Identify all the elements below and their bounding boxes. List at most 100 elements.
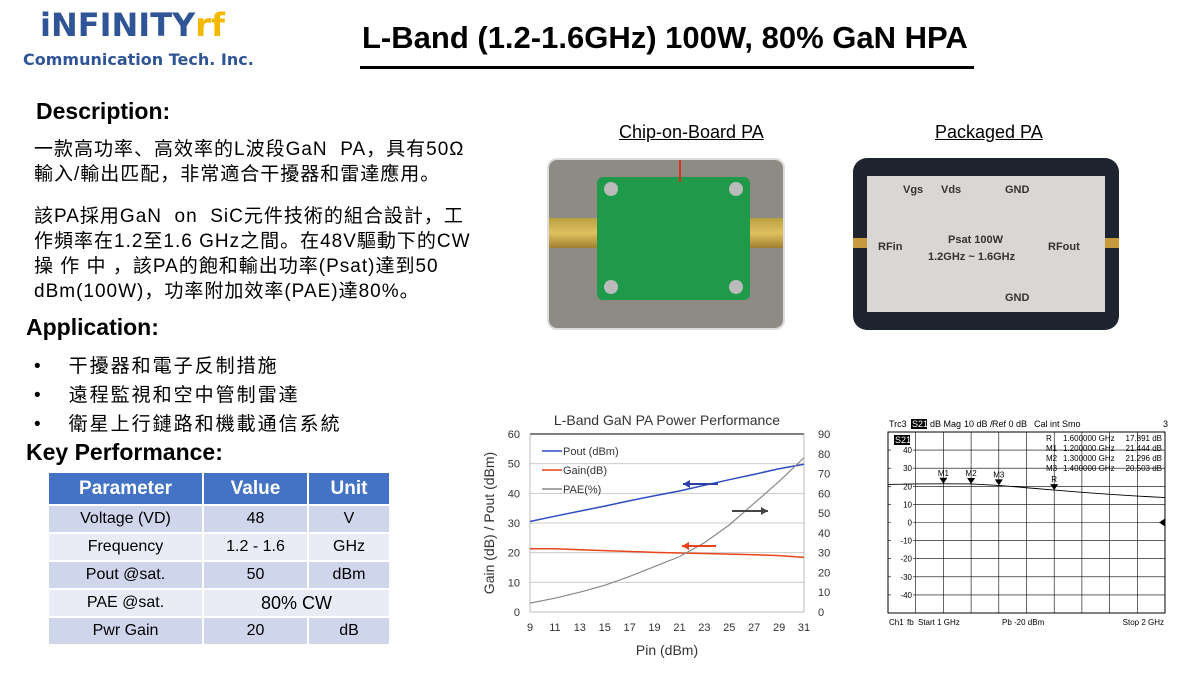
- marker-M3: [994, 479, 1003, 486]
- marker-label: M2: [966, 469, 978, 478]
- tick-bg: [891, 499, 913, 509]
- y-tick-label: -10: [900, 537, 912, 546]
- marker-readout-name: M3: [1046, 464, 1058, 473]
- marker-readout-freq: 1.300000 GHz: [1063, 454, 1115, 463]
- application-item: 干擾器和電子反制措施: [30, 352, 342, 381]
- screw: [729, 280, 743, 294]
- y-tick-label: 10: [903, 500, 912, 509]
- column-header: Parameter: [47, 471, 204, 506]
- screw: [604, 182, 618, 196]
- y2-tick-label: 30: [818, 548, 830, 560]
- marker-label: M3: [993, 470, 1005, 479]
- y-tick-label: 30: [508, 518, 520, 530]
- series-line-1: [530, 548, 805, 559]
- application-heading: Application:: [26, 314, 159, 340]
- marker-readout-value: 17.891 dB: [1126, 434, 1162, 443]
- series-line-0: [529, 463, 805, 523]
- text-line: 作頻率在1.2至1.6 GHz之間。在48V驅動下的CW: [34, 231, 471, 252]
- footer-power: Pb -20 dBm: [1002, 618, 1045, 627]
- marker-R: [1050, 484, 1059, 491]
- x-tick-label: 19: [648, 622, 660, 634]
- label-psat: Psat 100W: [948, 234, 1004, 246]
- legend-label: Pout (dBm): [563, 446, 619, 458]
- marker-readout-name: M1: [1046, 444, 1058, 453]
- packaged-caption: Packaged PA: [935, 122, 1043, 142]
- cell: dBm: [307, 560, 391, 590]
- s21-vna-plot: Trc3 S21 dB Mag 10 dB / Ref 0 dB Cal int Smo 3…: [887, 419, 1168, 627]
- y2-tick-label: 0: [818, 607, 824, 619]
- title-underline: [360, 66, 974, 69]
- s21-badge: [911, 419, 927, 429]
- marker-readout-freq: 1.600000 GHz: [1063, 434, 1115, 443]
- cell: Pwr Gain: [47, 616, 204, 646]
- marker-readout-freq: 1.400000 GHz: [1063, 464, 1115, 473]
- y2-tick-label: 90: [818, 429, 830, 441]
- y-tick-label: -40: [900, 591, 912, 600]
- label-rfout: RFout: [1048, 241, 1080, 253]
- y-tick-label: 60: [508, 429, 520, 441]
- label-gnd-top: GND: [1005, 184, 1030, 196]
- label-rfin: RFin: [878, 241, 903, 253]
- marker-M1: [939, 477, 948, 484]
- marker-label: R: [1051, 475, 1057, 484]
- x-tick-label: 21: [673, 622, 685, 634]
- key-performance-table: Parameter Value Unit Voltage (VD) 48 V Frequ…: [47, 471, 391, 646]
- y2-tick-label: 50: [818, 508, 830, 520]
- y-tick-label: 30: [903, 464, 912, 473]
- y2-axis-label: PAE (%): [849, 497, 850, 550]
- cell: Frequency: [47, 532, 204, 562]
- text-line: dBm(100W)，功率附加效率(PAE)達80%。: [34, 281, 420, 302]
- header-format: dB Mag: [930, 419, 961, 429]
- y-tick-label: 40: [903, 446, 912, 455]
- cell: PAE @sat.: [47, 588, 204, 618]
- marker-M2: [967, 477, 976, 484]
- text-line: 該PA採用GaN on SiC元件技術的組合設計，工: [34, 206, 464, 227]
- trace-label: S21: [895, 435, 911, 445]
- x-tick-label: 17: [624, 622, 636, 634]
- chip-on-board-photo: [547, 158, 785, 330]
- column-header: Value: [202, 471, 309, 506]
- tick-bg: [891, 517, 913, 527]
- marker-label: M1: [938, 469, 950, 478]
- legend-label: Gain(dB): [563, 465, 607, 477]
- series-line-2: [529, 457, 805, 604]
- x-tick-label: 9: [527, 622, 533, 634]
- trace-label-badge: [894, 435, 910, 445]
- tick-bg: [891, 571, 913, 581]
- header-trace: Trc3: [889, 419, 907, 429]
- pae-axis-arrow-head: [761, 507, 768, 515]
- x-tick-label: 11: [549, 622, 560, 634]
- cell: GHz: [307, 532, 391, 562]
- column-header: Unit: [307, 471, 391, 506]
- wire: [679, 160, 681, 182]
- cell: V: [307, 504, 391, 534]
- s21-trace: [887, 483, 1166, 498]
- label-gnd-bottom: GND: [1005, 292, 1030, 304]
- y-tick-label: 50: [508, 459, 520, 471]
- cell: dB: [307, 616, 391, 646]
- y2-tick-label: 10: [818, 587, 830, 599]
- y-tick-label: 40: [508, 488, 520, 500]
- marker-readout-name: R: [1046, 434, 1052, 443]
- table-row: PAE @sat. 80% CW: [47, 588, 391, 618]
- logo: iNFINITYrf: [40, 6, 225, 44]
- power-performance-chart: L-Band GaN PA Power Performance 0 10 20 30 40…: [481, 412, 850, 658]
- marker-readout-value: 20.503 dB: [1126, 464, 1162, 473]
- tick-bg: [891, 445, 913, 455]
- screw: [729, 182, 743, 196]
- logo-brand: iNFINITY: [40, 6, 196, 44]
- y2-tick-label: 80: [818, 449, 830, 461]
- page-title: L-Band (1.2-1.6GHz) 100W, 80% GaN HPA: [362, 20, 968, 55]
- tick-bg: [891, 553, 913, 563]
- table-row: Pout @sat. 50 dBm: [47, 560, 391, 590]
- header-param: S21: [912, 419, 928, 429]
- y2-tick-label: 20: [818, 567, 830, 579]
- y-tick-label: 0: [514, 607, 520, 619]
- y-axis-label: Gain (dB) / Pout (dBm): [481, 452, 497, 594]
- chart-title: L-Band GaN PA Power Performance: [554, 412, 780, 428]
- y2-tick-label: 40: [818, 528, 830, 540]
- y-tick-label: -20: [900, 555, 912, 564]
- x-tick-label: 15: [599, 622, 611, 634]
- description-para-2: 該PA採用GaN on SiC元件技術的組合設計，工 作頻率在1.2至1.6 GH…: [34, 204, 471, 304]
- header-scale: 10 dB /: [964, 419, 993, 429]
